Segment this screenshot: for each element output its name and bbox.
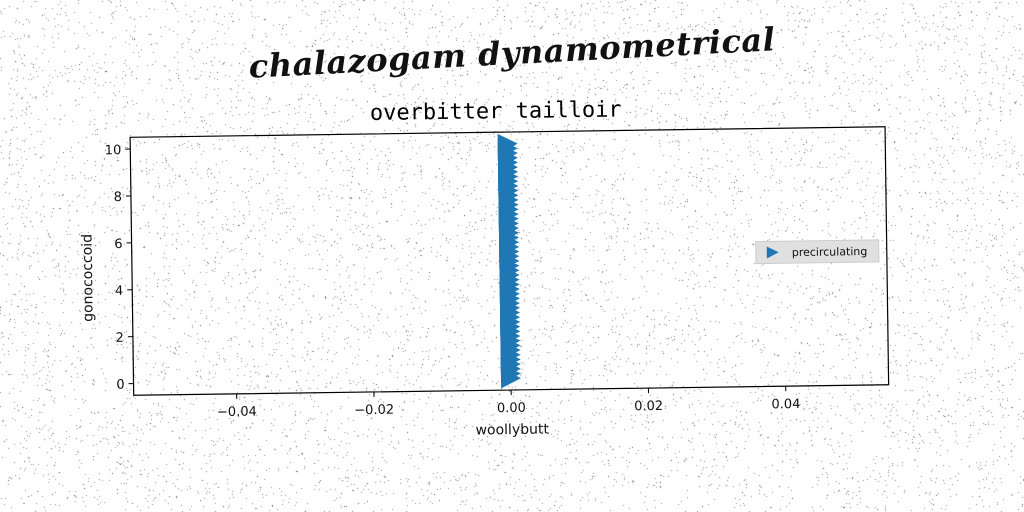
data-point [497, 133, 518, 154]
x-tick-label: −0.02 [354, 403, 394, 419]
legend-label: precirculating [792, 245, 868, 259]
x-axis-label: woollybutt [475, 421, 549, 438]
chart-title: overbitter tailloir [370, 97, 622, 126]
y-tick-label: 0 [116, 378, 124, 393]
y-tick-label: 8 [114, 190, 122, 205]
x-axis: −0.04 −0.02 0.00 0.02 0.04 [217, 386, 801, 420]
legend: precirculating [755, 239, 880, 265]
x-tick-label: −0.04 [217, 405, 257, 421]
x-tick-label: 0.02 [634, 399, 663, 414]
x-tick-label: 0.04 [771, 397, 800, 412]
y-tick-label: 6 [114, 237, 122, 252]
y-axis: 0 2 4 6 8 10 [105, 143, 134, 393]
series-precirculating [497, 133, 522, 389]
legend-marker-triangle-right [766, 246, 779, 259]
y-tick-label: 10 [105, 143, 122, 158]
x-tick-label: 0.00 [497, 401, 526, 416]
chart-body: overbitter tailloir −0.04 −0.02 0.00 0.02 0.… [79, 97, 890, 439]
y-axis-label: gonococcoid [79, 234, 96, 322]
y-tick-label: 4 [115, 284, 123, 299]
y-tick-label: 2 [116, 331, 124, 346]
legend-box [755, 239, 880, 265]
